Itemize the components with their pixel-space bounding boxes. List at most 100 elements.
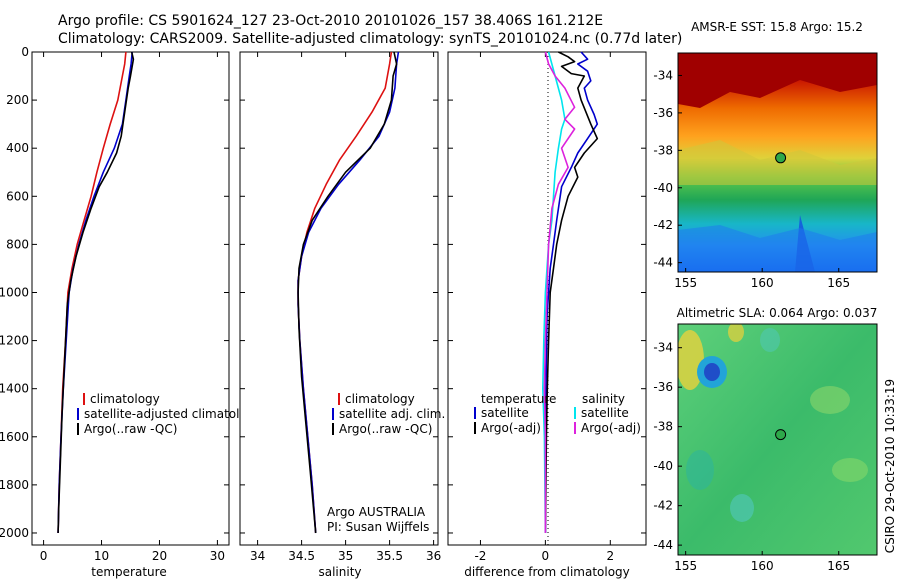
- sst-map-panel: AMSR-E SST: 15.8 Argo: 15.2 155 160 165 -34…: [653, 20, 878, 290]
- y-tick-label: -36: [653, 380, 673, 394]
- y-tick-label: -40: [653, 459, 673, 473]
- y-tick-label: -44: [653, 538, 673, 552]
- legend-label-climatology: climatology: [345, 392, 415, 406]
- x-tick-label: 160: [751, 276, 774, 290]
- figure-title-line1: Argo profile: CS 5901624_127 23-Oct-2010…: [58, 13, 603, 29]
- legend-label-sal-argo: Argo(-adj): [581, 421, 641, 435]
- y-tick-label: -38: [653, 420, 673, 434]
- argo-float-marker: [775, 152, 787, 164]
- y-tick-label: 0: [21, 45, 29, 59]
- x-tick-label: 0: [542, 549, 550, 563]
- series-line-temperature-argo-adj-: [544, 51, 599, 534]
- y-tick-label: 600: [6, 189, 29, 203]
- difference-xlabel: difference from climatology: [464, 565, 630, 579]
- x-tick-label: 2: [606, 549, 614, 563]
- salinity-xlabel: salinity: [318, 565, 361, 579]
- x-tick-label: -2: [474, 549, 486, 563]
- legend-label-climatology: climatology: [90, 392, 160, 406]
- x-tick-label: 34: [250, 549, 265, 563]
- sla-high-patch: [728, 324, 744, 342]
- sla-low-patch: [730, 494, 754, 522]
- x-tick-label: 36: [426, 549, 441, 563]
- salinity-lines: [297, 51, 400, 534]
- temperature-lines: [57, 51, 135, 534]
- temperature-xlabel: temperature: [91, 565, 166, 579]
- y-tick-label: 400: [6, 141, 29, 155]
- sst-front-band: [678, 140, 877, 185]
- difference-lines: [541, 51, 599, 534]
- y-tick-label: -38: [653, 143, 673, 157]
- salinity-axes-frame: [239, 51, 439, 546]
- series-line-argo-raw-qc-: [297, 51, 398, 534]
- temperature-legend: climatology satellite-adjusted climatolo…: [77, 392, 254, 436]
- y-tick-label: 200: [6, 93, 29, 107]
- y-tick-label: -36: [653, 106, 673, 120]
- x-tick-label: 165: [827, 276, 850, 290]
- legend-label-sal-satellite: satellite: [581, 406, 629, 420]
- difference-panel: -2 0 2 temperature salinity satellite Argo…: [447, 51, 647, 579]
- argo-float-marker: [775, 429, 787, 441]
- series-line-argo-raw-qc-: [57, 51, 135, 534]
- sla-heatmap: [678, 324, 877, 555]
- x-tick-label: 10: [94, 549, 109, 563]
- float-pi-label: PI: Susan Wijffels: [327, 520, 429, 534]
- sla-patch: [686, 450, 714, 490]
- sst-map-frame: [677, 52, 878, 273]
- temperature-panel: 0 10 20 30 0 200 400 600 800 1000 1200 1400 1600 1800…: [0, 45, 254, 579]
- y-tick-label: 1200: [0, 334, 29, 348]
- y-tick-label: -34: [653, 341, 673, 355]
- sla-patch: [832, 458, 868, 482]
- y-tick-label: 1000: [0, 285, 29, 299]
- y-tick-label: -42: [653, 218, 673, 232]
- x-tick-label: 35.5: [376, 549, 403, 563]
- y-tick-label: 800: [6, 237, 29, 251]
- y-tick-label: 1800: [0, 478, 29, 492]
- float-program-label: Argo AUSTRALIA: [327, 505, 426, 519]
- sla-patch: [810, 386, 850, 414]
- series-line-temperature-satellite: [544, 51, 599, 533]
- y-tick-label: -44: [653, 256, 673, 270]
- csiro-timestamp: CSIRO 29-Oct-2010 10:33:19: [883, 379, 897, 553]
- temperature-ticks: 0 10 20 30 0 200 400 600 800 1000 1200 1400 1600 1800…: [0, 45, 229, 563]
- sla-map-panel: Altimetric SLA: 0.064 Argo: 0.037 155 160…: [653, 306, 897, 573]
- sla-map-frame: [677, 323, 878, 556]
- y-tick-label: 1600: [0, 430, 29, 444]
- sst-warm-patch: [678, 53, 877, 108]
- y-tick-label: 1400: [0, 382, 29, 396]
- sst-map-ticks: 155 160 165 -34 -36 -38 -40 -42 -44: [653, 68, 850, 290]
- sla-map-ticks: 155 160 165 -34 -36 -38 -40 -42 -44: [653, 341, 850, 573]
- legend-label-satellite: satellite adj. clim.: [339, 407, 445, 421]
- legend-label-temp-argo: Argo(-adj): [481, 421, 541, 435]
- y-tick-label: -40: [653, 181, 673, 195]
- legend-header-temperature: temperature: [481, 392, 556, 406]
- salinity-ticks: 34 34.5 35 35.5 36: [240, 51, 441, 563]
- sst-map-title: AMSR-E SST: 15.8 Argo: 15.2: [691, 20, 863, 34]
- x-tick-label: 0: [40, 549, 48, 563]
- x-tick-label: 155: [674, 276, 697, 290]
- figure-title-line2: Climatology: CARS2009. Satellite-adjuste…: [58, 31, 682, 47]
- legend-header-salinity: salinity: [582, 392, 625, 406]
- salinity-legend: climatology satellite adj. clim. Argo(..…: [332, 392, 445, 436]
- x-tick-label: 160: [751, 559, 774, 573]
- y-tick-label: 2000: [0, 526, 29, 540]
- legend-label-argo: Argo(..raw -QC): [84, 422, 177, 436]
- x-tick-label: 34.5: [288, 549, 315, 563]
- x-tick-label: 155: [674, 559, 697, 573]
- legend-label-argo: Argo(..raw -QC): [339, 422, 432, 436]
- y-tick-label: -42: [653, 499, 673, 513]
- x-tick-label: 165: [827, 559, 850, 573]
- sst-heatmap: [678, 53, 877, 272]
- sla-map-title: Altimetric SLA: 0.064 Argo: 0.037: [677, 306, 878, 320]
- x-tick-label: 20: [152, 549, 167, 563]
- difference-ticks: -2 0 2: [448, 51, 646, 563]
- salinity-panel: 34 34.5 35 35.5 36 climatology satellite adj…: [239, 51, 445, 579]
- x-tick-label: 35: [338, 549, 353, 563]
- temperature-axes-frame: [31, 51, 230, 546]
- legend-label-satellite: satellite-adjusted climatolog: [84, 407, 254, 421]
- sla-low-patch: [760, 328, 780, 352]
- y-tick-label: -34: [653, 68, 673, 82]
- x-tick-label: 30: [210, 549, 225, 563]
- sst-cold-band: [678, 225, 877, 272]
- difference-legend: temperature salinity satellite Argo(-adj…: [474, 392, 641, 435]
